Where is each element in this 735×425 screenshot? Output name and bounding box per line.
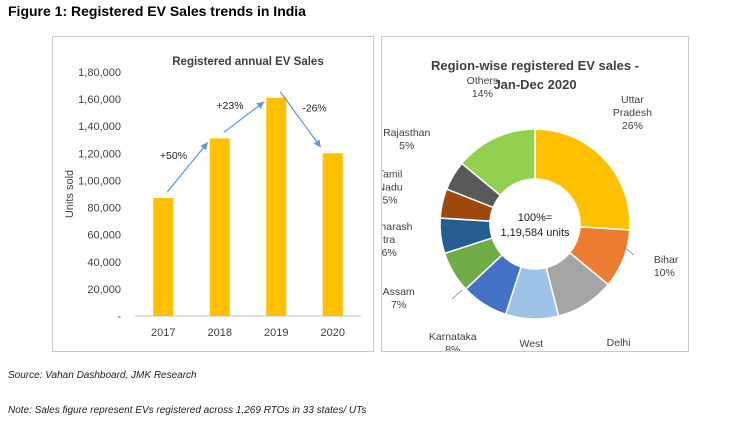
slice-percent: 5% — [382, 195, 397, 207]
source-note: Source: Vahan Dashboard, JMK Research — [8, 370, 197, 381]
donut-center-label: 1,19,584 units — [500, 227, 570, 239]
y-tick-label: - — [117, 311, 121, 323]
growth-label: -26% — [302, 103, 327, 115]
growth-label: +50% — [160, 150, 187, 162]
slice-percent: 8% — [445, 344, 460, 351]
slice-percent: 10% — [654, 267, 675, 279]
slice-percent: 7% — [391, 299, 406, 311]
slice-label: Rajasthan — [383, 127, 430, 139]
slice-percent: 14% — [472, 88, 493, 100]
donut-slice-others — [460, 128, 536, 197]
y-axis-label: Units sold — [64, 170, 76, 218]
x-tick-label: 2020 — [321, 327, 345, 339]
x-tick-label: 2018 — [208, 327, 232, 339]
y-tick-label: 60,000 — [87, 230, 121, 242]
leader-line — [451, 289, 463, 300]
bar-2018 — [209, 138, 230, 316]
leader-line — [623, 246, 635, 256]
slice-percent: 5% — [399, 140, 414, 152]
slice-label: Uttar — [621, 94, 644, 106]
y-tick-label: 1,60,000 — [78, 94, 121, 106]
bar-2017 — [153, 198, 174, 316]
slice-label: Others — [467, 75, 499, 87]
footnote: Note: Sales figure represent EVs registe… — [8, 405, 367, 416]
y-tick-label: 1,80,000 — [78, 67, 121, 79]
figure-title: Figure 1: Registered EV Sales trends in … — [8, 3, 306, 19]
donut-slice-uttar-pradesh — [534, 128, 631, 231]
slice-label: Pradesh — [613, 107, 652, 119]
bar-2019 — [266, 97, 287, 316]
y-tick-label: 80,000 — [87, 203, 121, 215]
donut-title: Region-wise registered EV sales - — [431, 58, 639, 73]
slice-percent: 26% — [622, 120, 643, 132]
growth-arrow — [279, 91, 322, 148]
donut-title: Jan-Dec 2020 — [493, 77, 576, 92]
bar-chart-title: Registered annual EV Sales — [172, 56, 323, 68]
slice-label: Bihar — [654, 254, 679, 266]
y-tick-label: 20,000 — [87, 284, 121, 296]
growth-arrow — [166, 142, 209, 193]
slice-label: Delhi — [607, 337, 631, 349]
donut-chart: Region-wise registered EV sales - Jan-Dec… — [382, 58, 679, 351]
slice-percent: 10% — [608, 350, 629, 351]
y-tick-label: 1,20,000 — [78, 148, 121, 160]
slice-label: Tamil — [382, 169, 402, 181]
slice-label: Maharash — [382, 221, 413, 233]
bar-2020 — [322, 153, 343, 316]
x-tick-label: 2017 — [151, 327, 175, 339]
slice-label: West — [519, 338, 543, 350]
bar-chart: Registered annual EV Sales - 20,000 40,000 6… — [64, 56, 361, 339]
y-tick-label: 40,000 — [87, 257, 121, 269]
donut-chart-panel: Region-wise registered EV sales - Jan-Dec… — [381, 36, 689, 352]
y-tick-label: 1,00,000 — [78, 175, 121, 187]
slice-percent: 6% — [382, 247, 397, 259]
y-tick-label: 1,40,000 — [78, 121, 121, 133]
growth-arrow — [223, 101, 265, 133]
bar-chart-panel: Registered annual EV Sales - 20,000 40,000 6… — [52, 36, 374, 352]
x-tick-label: 2019 — [264, 327, 288, 339]
donut-center-label: 100%= — [518, 212, 553, 224]
slice-label: tra — [383, 234, 395, 246]
slice-label: Nadu — [382, 182, 403, 194]
growth-label: +23% — [216, 100, 243, 112]
slice-label: Assam — [383, 286, 415, 298]
slice-label: Karnataka — [429, 331, 477, 343]
